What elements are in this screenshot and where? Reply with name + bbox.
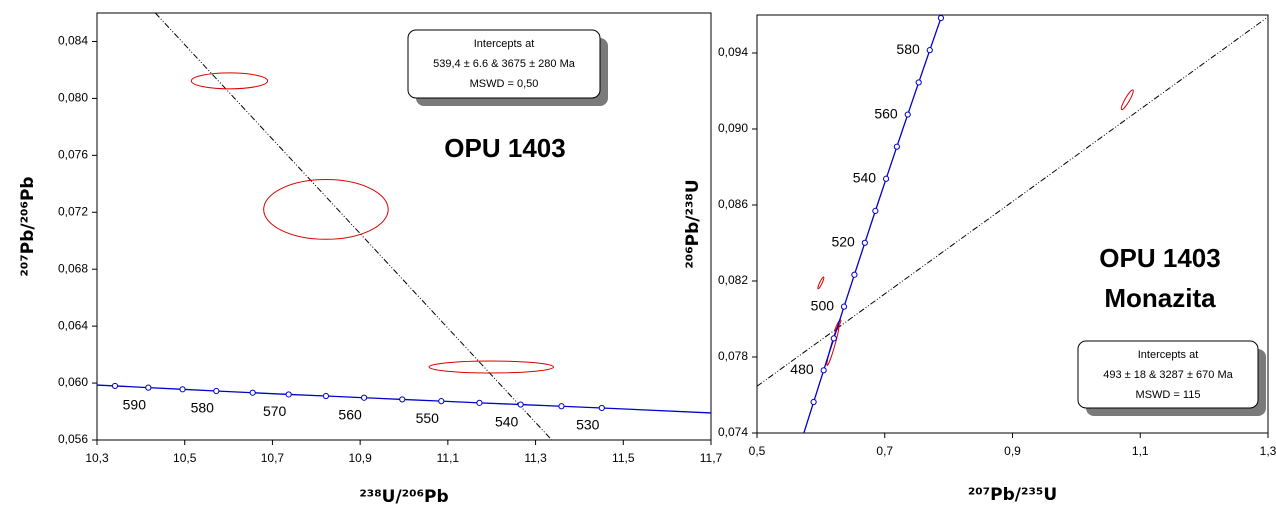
age-marker: [820, 367, 827, 374]
age-marker: [213, 387, 220, 395]
y-tick-label: 0,082: [718, 273, 748, 287]
plot-area: [97, 13, 711, 440]
error-ellipse: [1120, 89, 1134, 111]
age-marker: [904, 111, 911, 118]
discordia-line: [154, 13, 553, 440]
age-marker: [285, 391, 292, 398]
chart: 10,3 10,5 10,7 10,9 11,1 11,3 11,5 11,7 0,056 0,0…: [18, 12, 723, 507]
inset-box: [1077, 340, 1259, 409]
age-label: 570: [263, 403, 287, 419]
y-tick-label: 0,056: [58, 432, 88, 446]
age-marker: [179, 386, 186, 393]
age-marker: [893, 143, 900, 150]
age-marker: [399, 396, 406, 403]
x-axis-label: ²⁰⁷Pb/²³⁵U: [968, 485, 1057, 505]
x-tick-label: 11,7: [700, 451, 723, 465]
inset-text: 493 ± 18 & 3287 ± 670 Ma: [1103, 369, 1233, 381]
age-marker: [840, 303, 848, 310]
y-tick-label: 0,094: [718, 45, 748, 59]
age-marker: [111, 382, 119, 390]
age-label: 580: [191, 400, 215, 416]
y-tick-label: 0,074: [718, 425, 748, 439]
y-tick-label: 0,060: [58, 375, 88, 389]
x-axis-label: ²³⁸U/²⁰⁶Pb: [359, 487, 448, 507]
y-tick-label: 0,080: [58, 91, 88, 105]
discordia-line: [757, 16, 1268, 387]
x-tick-label: 10,9: [348, 451, 372, 465]
chart: 0,5 0,7 0,9 1,1 1,3 0,074 0,078 0,082 0,086 0,090…: [683, 14, 1276, 505]
age-marker: [558, 403, 565, 410]
age-label: 590: [123, 396, 147, 412]
age-marker: [861, 239, 868, 246]
age-marker: [145, 384, 152, 391]
age-label: 480: [790, 361, 814, 377]
x-tick-label: 10,7: [261, 451, 285, 465]
y-tick-label: 0,064: [58, 318, 88, 332]
age-marker: [937, 15, 945, 22]
x-tick-label: 11,5: [612, 451, 635, 465]
y-tick-label: 0,068: [58, 261, 88, 275]
x-tick-label: 11,3: [524, 451, 547, 465]
age-marker: [517, 401, 524, 408]
inset-box: [407, 29, 601, 99]
x-tick-label: 1,3: [1260, 444, 1276, 458]
x-tick-label: 10,3: [85, 451, 109, 465]
age-label: 580: [896, 41, 920, 57]
inset-text: 539,4 ± 6.6 & 3675 ± 280 Ma: [433, 58, 576, 70]
error-ellipse: [428, 360, 555, 374]
age-marker: [915, 79, 922, 86]
age-marker: [851, 271, 858, 278]
age-label: 500: [811, 297, 835, 313]
age-label: 540: [853, 169, 877, 185]
age-marker: [476, 399, 483, 406]
x-tick-label: 10,5: [173, 451, 197, 465]
age-label: 550: [416, 410, 440, 426]
age-label: 540: [495, 413, 519, 429]
plot-frame: [96, 12, 712, 441]
x-tick-label: 0,5: [749, 444, 766, 458]
inset-text: Intercepts at: [1138, 349, 1199, 361]
age-label: 530: [576, 417, 600, 433]
y-tick-label: 0,086: [718, 197, 748, 211]
y-tick-label: 0,078: [718, 349, 748, 363]
age-marker: [322, 392, 330, 400]
chart-subtitle: Monazita: [1104, 283, 1216, 313]
age-marker: [438, 398, 445, 405]
error-ellipse: [817, 276, 825, 290]
age-label: 560: [338, 406, 362, 422]
age-label: 520: [831, 234, 855, 250]
x-tick-label: 11,1: [437, 451, 460, 465]
y-tick-label: 0,072: [58, 204, 88, 218]
age-marker: [598, 404, 605, 412]
y-tick-label: 0,090: [718, 121, 748, 135]
age-marker: [830, 335, 837, 342]
age-marker: [360, 394, 368, 401]
x-tick-label: 0,9: [1004, 444, 1021, 458]
age-marker: [926, 47, 933, 54]
age-label: 560: [874, 105, 898, 121]
chart-title: OPU 1403: [444, 133, 565, 163]
y-tick-label: 0,084: [58, 34, 88, 48]
age-marker: [810, 398, 817, 406]
x-tick-label: 0,7: [876, 444, 893, 458]
inset-text: MSWD = 0,50: [470, 78, 539, 90]
inset-text: Intercepts at: [474, 38, 535, 50]
error-ellipse: [190, 72, 269, 90]
concordia-line: [803, 17, 942, 433]
inset-text: MSWD = 115: [1136, 389, 1201, 401]
y-axis-label: ²⁰⁶Pb/²³⁸U: [683, 179, 703, 268]
concordia-line: [97, 384, 711, 414]
chart-title: OPU 1403: [1099, 243, 1220, 273]
y-axis-label: ²⁰⁷Pb/²⁰⁶Pb: [18, 176, 38, 276]
age-marker: [882, 175, 890, 182]
x-tick-label: 1,1: [1132, 444, 1149, 458]
y-tick-label: 0,076: [58, 148, 88, 162]
age-marker: [872, 207, 879, 214]
plot-area: [757, 15, 1268, 433]
age-marker: [249, 389, 256, 396]
error-ellipse: [263, 179, 389, 240]
